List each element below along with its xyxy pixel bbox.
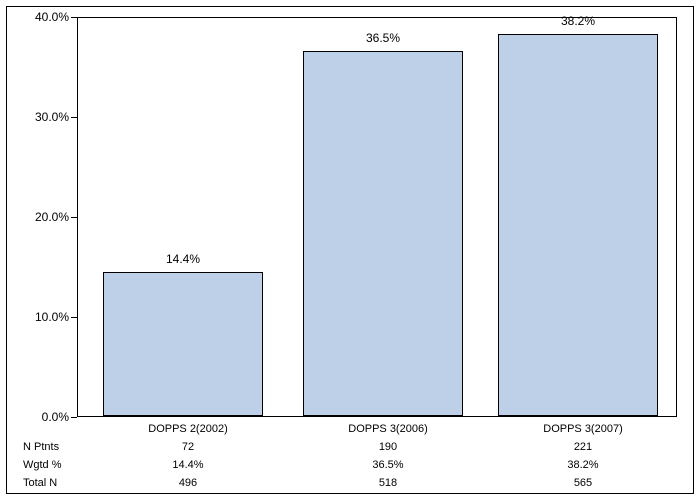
table-row: Total N 496 518 565 — [13, 477, 700, 495]
y-tick-label: 40.0% — [9, 10, 69, 24]
table-row: N Ptnts 72 190 221 — [13, 441, 700, 459]
table-cell: DOPPS 3(2007) — [513, 423, 653, 435]
table-row: DOPPS 2(2002) DOPPS 3(2006) DOPPS 3(2007) — [13, 423, 700, 441]
data-table: DOPPS 2(2002) DOPPS 3(2006) DOPPS 3(2007) N… — [13, 423, 700, 495]
table-row-label: Wgtd % — [23, 459, 79, 471]
bar — [498, 34, 658, 416]
bar — [103, 272, 263, 416]
table-cell: DOPPS 2(2002) — [118, 423, 258, 435]
table-cell: 36.5% — [318, 459, 458, 471]
table-cell: 190 — [318, 441, 458, 453]
table-cell: 565 — [513, 477, 653, 489]
table-cell: 14.4% — [118, 459, 258, 471]
y-tick-label: 10.0% — [9, 310, 69, 324]
bar-value-label: 38.2% — [518, 14, 638, 28]
y-tick-label: 20.0% — [9, 210, 69, 224]
bar-value-label: 14.4% — [123, 252, 243, 266]
table-cell: 496 — [118, 477, 258, 489]
table-cell: 221 — [513, 441, 653, 453]
y-tick-label: 0.0% — [9, 410, 69, 424]
table-cell: DOPPS 3(2006) — [318, 423, 458, 435]
table-cell: 72 — [118, 441, 258, 453]
bar — [303, 51, 463, 416]
table-row-label: N Ptnts — [23, 441, 79, 453]
y-tick-label: 30.0% — [9, 110, 69, 124]
y-tick-mark — [71, 417, 77, 418]
bar-value-label: 36.5% — [323, 31, 443, 45]
table-row: Wgtd % 14.4% 36.5% 38.2% — [13, 459, 700, 477]
chart-frame: 0.0% 10.0% 20.0% 30.0% 40.0% 14.4% 36.5% 38.2%… — [6, 6, 694, 494]
plot-area: 14.4% 36.5% 38.2% — [77, 17, 677, 417]
table-row-label: Total N — [23, 477, 79, 489]
table-cell: 518 — [318, 477, 458, 489]
table-cell: 38.2% — [513, 459, 653, 471]
